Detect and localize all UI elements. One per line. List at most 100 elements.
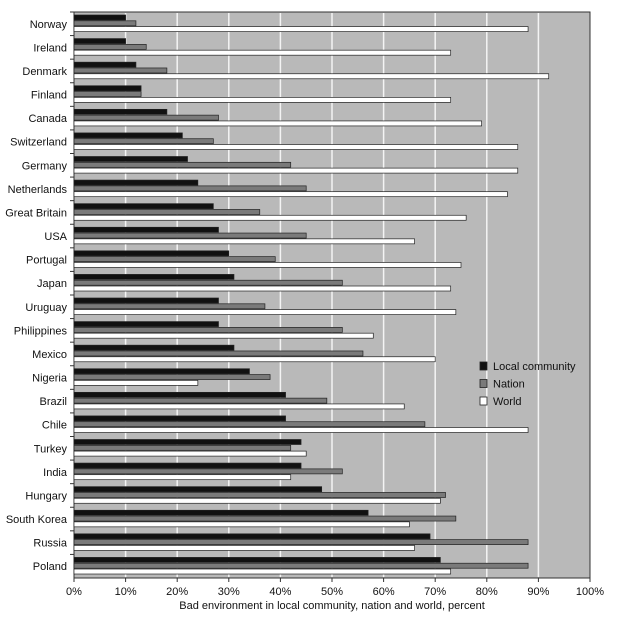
bar-world: [73, 167, 519, 174]
bar-local-community: [73, 61, 137, 68]
category-label: Hungary: [25, 490, 67, 502]
x-tick-label: 50%: [321, 586, 343, 598]
x-tick-label: 40%: [269, 586, 291, 598]
category-label: Switzerland: [10, 137, 67, 149]
bar-world: [73, 144, 519, 150]
bar-local-community: [73, 533, 431, 540]
bar-world: [73, 238, 415, 245]
category-label: Mexico: [32, 349, 67, 361]
x-tick-label: 30%: [218, 586, 240, 598]
bar-world: [73, 73, 550, 80]
bar-nation: [73, 492, 446, 498]
bar-world: [73, 474, 292, 481]
bar-nation: [73, 303, 266, 310]
bar-local-community: [73, 85, 142, 92]
bar-local-community: [73, 179, 199, 186]
x-axis-label: Bad environment in local community, nati…: [179, 600, 485, 612]
bar-nation: [73, 468, 343, 475]
bar-local-community: [73, 509, 369, 516]
bar-nation: [73, 114, 219, 121]
bar-world: [73, 309, 457, 315]
bar-world: [73, 497, 441, 504]
bar-world: [73, 262, 462, 268]
bar-local-community: [73, 226, 219, 233]
bar-local-community: [73, 368, 250, 375]
bar-world: [73, 380, 199, 386]
x-tick-label: 0%: [66, 586, 82, 598]
bar-world: [73, 332, 374, 339]
bar-world: [73, 450, 307, 457]
bar-local-community: [73, 156, 188, 162]
bar-world: [73, 521, 410, 528]
bar-world: [73, 427, 529, 433]
bar-world: [73, 356, 436, 363]
bar-local-community: [73, 297, 219, 304]
x-tick-label: 70%: [424, 586, 446, 598]
category-label: Poland: [33, 561, 67, 573]
bar-nation: [73, 444, 292, 451]
bar-nation: [73, 91, 142, 97]
bar-local-community: [73, 132, 183, 139]
bar-nation: [73, 67, 168, 74]
bar-local-community: [73, 108, 168, 115]
bar-nation: [73, 138, 214, 145]
category-label: Turkey: [34, 443, 68, 455]
bar-nation: [73, 232, 307, 239]
bar-nation: [73, 256, 276, 262]
bar-local-community: [73, 321, 219, 327]
category-label: Netherlands: [8, 184, 68, 196]
category-label: South Korea: [6, 514, 68, 526]
legend-label: Nation: [493, 379, 525, 391]
bar-world: [73, 191, 508, 198]
x-tick-label: 100%: [576, 586, 604, 598]
bar-nation: [73, 350, 364, 357]
x-tick-label: 80%: [476, 586, 498, 598]
bar-local-community: [73, 203, 214, 210]
bar-local-community: [73, 14, 126, 21]
category-label: Germany: [22, 160, 68, 172]
x-tick-label: 20%: [166, 586, 188, 598]
bar-nation: [73, 374, 271, 380]
bar-local-community: [73, 250, 230, 257]
category-label: Brazil: [39, 396, 67, 408]
x-tick-label: 10%: [115, 586, 137, 598]
category-label: USA: [44, 231, 67, 243]
bar-world: [73, 120, 482, 127]
bar-world: [73, 96, 452, 103]
category-label: Norway: [30, 19, 68, 31]
x-tick-label: 90%: [527, 586, 549, 598]
legend-swatch: [479, 361, 488, 371]
category-label: Philippines: [14, 325, 68, 337]
category-label: Great Britain: [5, 207, 67, 219]
bar-nation: [73, 185, 307, 192]
category-label: Chile: [42, 420, 67, 432]
bar-world: [73, 545, 415, 551]
bar-nation: [73, 539, 529, 545]
category-label: Japan: [37, 278, 67, 290]
bar-world: [73, 214, 467, 221]
bar-nation: [73, 327, 343, 333]
bar-nation: [73, 562, 529, 569]
bar-local-community: [73, 415, 286, 422]
category-label: Nigeria: [32, 373, 68, 385]
bar-nation: [73, 279, 343, 286]
x-tick-label: 60%: [373, 586, 395, 598]
category-label: Russia: [33, 538, 68, 550]
category-label: Portugal: [26, 255, 67, 267]
bar-local-community: [73, 439, 302, 445]
bar-local-community: [73, 557, 441, 563]
bar-world: [73, 568, 452, 575]
category-label: India: [43, 467, 68, 479]
bar-world: [73, 403, 405, 410]
legend-swatch: [479, 396, 488, 406]
bar-world: [73, 26, 529, 32]
category-label: Denmark: [22, 66, 67, 78]
bar-nation: [73, 20, 137, 27]
bar-nation: [73, 421, 426, 428]
category-label: Uruguay: [25, 302, 67, 314]
bar-local-community: [73, 462, 302, 469]
bar-nation: [73, 397, 328, 404]
legend-label: Local community: [493, 361, 576, 373]
legend-label: World: [493, 396, 522, 408]
